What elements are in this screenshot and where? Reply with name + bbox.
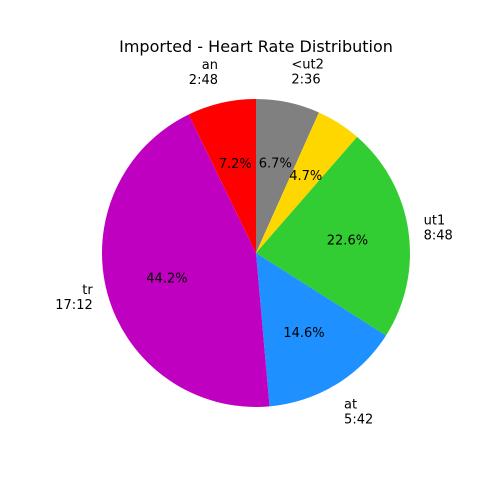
pie-slice-an <box>188 99 256 253</box>
pie-slice-at <box>256 253 387 407</box>
slice-name: at <box>344 398 357 413</box>
chart-title: Imported - Heart Rate Distribution <box>119 37 393 56</box>
percent-label: 22.6% <box>327 234 368 249</box>
slice-time: 8:48 <box>424 229 453 244</box>
percent-label: 4.7% <box>289 169 322 184</box>
slice-time: 2:36 <box>291 72 320 87</box>
slice-label: tr 17:12 <box>55 283 93 313</box>
slice-label: an 2:48 <box>189 58 218 88</box>
percent-label: 14.6% <box>283 326 324 341</box>
percent-labels: 6.7%4.7% 22.6% 14.6% 44.2% 7.2% <box>146 157 368 341</box>
slice-name: ut1 <box>424 214 446 229</box>
slice-name: <ut2 <box>291 57 324 72</box>
pie-slice-ut2 <box>256 99 319 253</box>
slice-time: 17:12 <box>55 298 92 313</box>
percent-label: 7.2% <box>219 157 252 172</box>
slice-label: <ut2 2:36 <box>291 57 324 87</box>
pie-slice-unnamed-1 <box>256 112 358 253</box>
slice-label: at 5:42 <box>344 398 373 428</box>
slice-time: 2:48 <box>189 73 218 88</box>
pie-slice-ut1 <box>256 136 410 336</box>
percent-label: 44.2% <box>146 272 187 287</box>
pie-slices <box>102 99 410 408</box>
percent-label: 6.7% <box>259 157 292 172</box>
slice-name: tr <box>82 283 93 298</box>
slice-name: an <box>202 58 218 73</box>
slice-label: ut1 8:48 <box>424 214 453 244</box>
slice-time: 5:42 <box>344 413 373 428</box>
slice-labels: <ut2 2:36 ut1 8:48 at 5:42 tr 17:12 an 2:48 <box>55 57 453 427</box>
pie-slice-tr <box>102 114 270 408</box>
